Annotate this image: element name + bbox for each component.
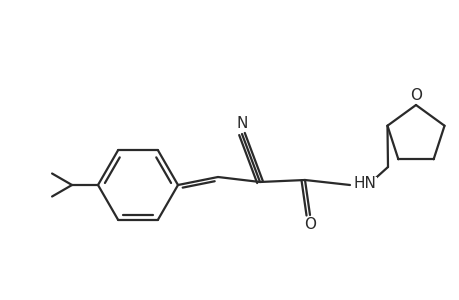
Text: O: O bbox=[303, 218, 315, 232]
Text: N: N bbox=[236, 116, 247, 130]
Text: O: O bbox=[409, 88, 421, 103]
Text: HN: HN bbox=[353, 176, 376, 191]
